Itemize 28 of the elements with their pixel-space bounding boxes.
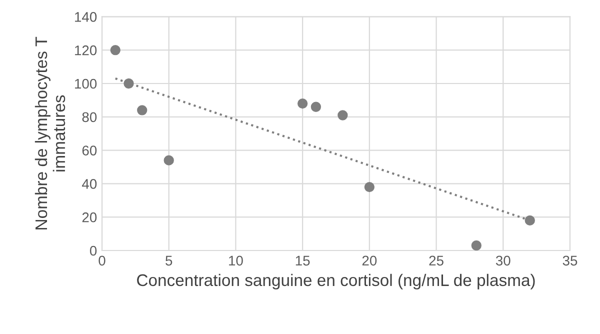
x-tick-label: 15: [296, 256, 310, 266]
point: [471, 240, 482, 250]
y-tick-label: 40: [82, 179, 97, 189]
point: [137, 105, 148, 116]
point: [124, 78, 134, 89]
point: [338, 110, 348, 120]
point: [310, 102, 322, 112]
x-tick-label: 10: [229, 256, 243, 266]
x-tick-label: 20: [362, 256, 377, 266]
y-tick-label: 80: [82, 112, 97, 122]
x-tick-label: 0: [98, 256, 106, 266]
x-axis-title: Concentration sanguine en cortisol (ng/mL de plasma): [137, 274, 535, 290]
y-tick-label: 60: [82, 146, 97, 156]
y-tick-label: 120: [75, 45, 97, 56]
y-tick-label: 140: [75, 12, 97, 22]
x-tick-label: 30: [496, 256, 510, 266]
y-tick-label: 100: [75, 78, 97, 89]
point: [164, 155, 174, 166]
point: [297, 98, 308, 109]
y-axis-title: Nombre de lymphocytes T immatures: [34, 36, 66, 230]
x-tick-label: 25: [429, 256, 444, 266]
y-tick-label: 0: [90, 246, 97, 256]
x-tick-label: 5: [166, 256, 172, 266]
point: [110, 45, 120, 56]
point: [524, 215, 535, 226]
x-tick-label: 35: [562, 256, 578, 266]
point: [364, 182, 375, 192]
y-tick-label: 20: [82, 212, 97, 222]
